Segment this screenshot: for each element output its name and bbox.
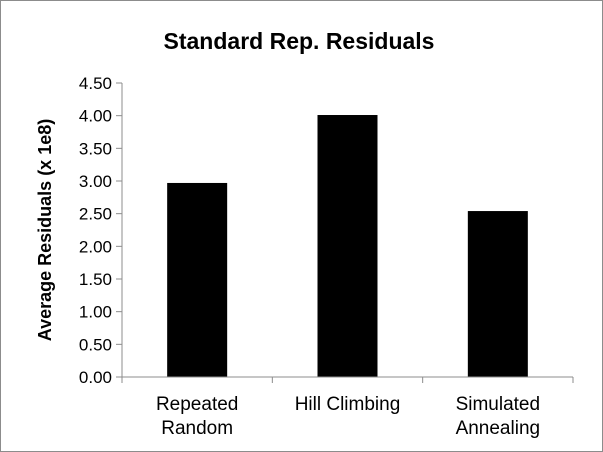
x-category-label: Annealing [456,418,541,439]
y-tick-label: 4.50 [79,74,112,93]
y-tick-label: 0.50 [79,335,112,354]
y-tick-label: 4.00 [79,107,112,126]
y-tick-label: 3.00 [79,172,112,191]
x-axis-categories: Repeated Random Hill Climbing Simulated Anne… [121,377,574,439]
bar [167,182,228,377]
y-axis-ticks: 0.00 0.50 1.00 1.50 2.00 2.50 3.00 3.50 4.00 4.50 [79,74,122,387]
bar [317,115,378,377]
bar [467,211,528,377]
x-category-label: Simulated [456,394,541,415]
y-tick-label: 2.00 [79,237,112,256]
x-category-label: Hill Climbing [295,394,401,415]
chart-title: Standard Rep. Residuals [164,28,435,54]
y-tick-label: 3.50 [79,139,112,158]
y-tick-label: 0.00 [79,368,112,387]
x-category-label: Repeated [156,394,238,415]
bars [167,115,528,377]
x-category-label: Random [161,418,233,439]
y-tick-label: 1.00 [79,303,112,322]
y-axis-label: Average Residuals (x 1e8) [35,119,55,341]
y-tick-label: 2.50 [79,205,112,224]
y-tick-label: 1.50 [79,270,112,289]
